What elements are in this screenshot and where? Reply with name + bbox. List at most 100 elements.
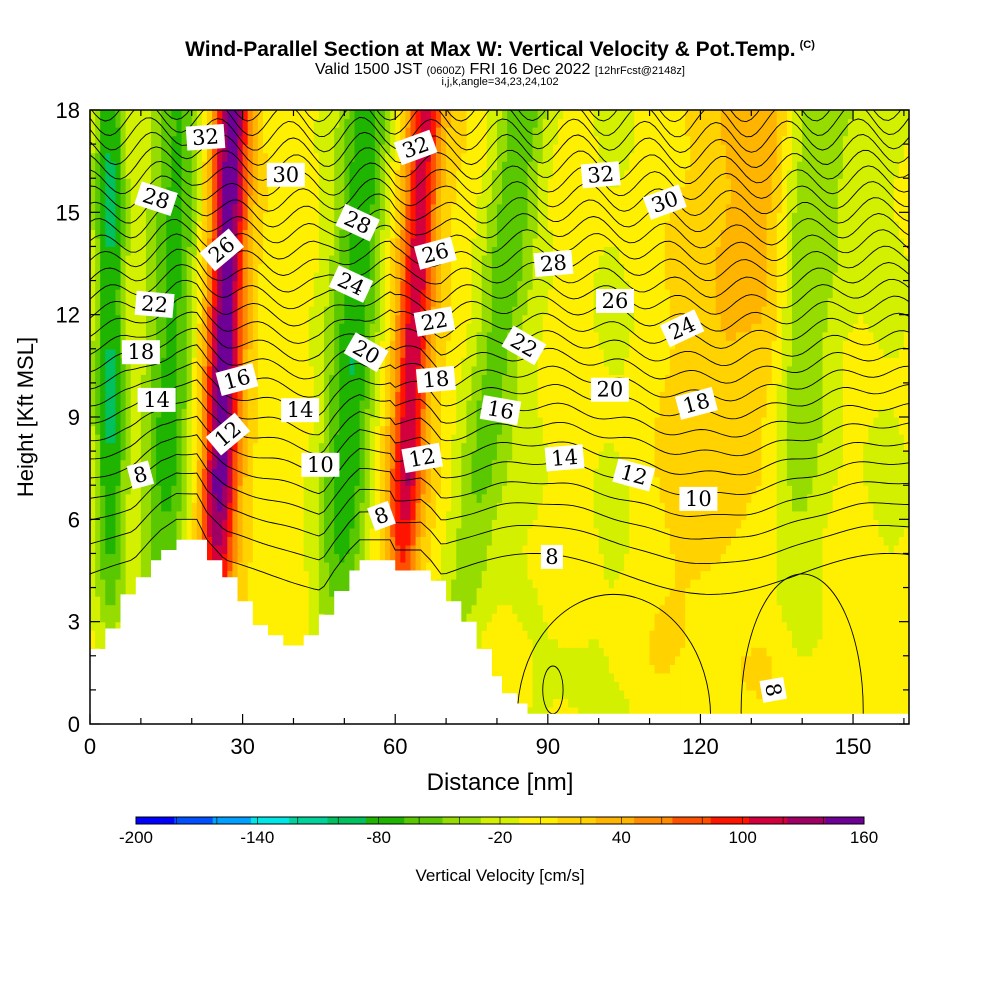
velocity-cell bbox=[278, 630, 284, 640]
velocity-cell bbox=[100, 493, 106, 503]
velocity-cell bbox=[252, 442, 259, 452]
velocity-cell bbox=[90, 613, 96, 623]
velocity-cell bbox=[313, 502, 320, 512]
velocity-cell bbox=[247, 323, 254, 333]
velocity-cell bbox=[237, 357, 244, 367]
velocity-cell bbox=[410, 306, 417, 316]
velocity-cell bbox=[334, 425, 340, 435]
velocity-cell bbox=[278, 229, 284, 239]
velocity-cell bbox=[156, 331, 162, 341]
velocity-cell bbox=[140, 442, 147, 452]
velocity-cell bbox=[100, 613, 106, 623]
velocity-cell bbox=[293, 527, 300, 537]
velocity-cell bbox=[273, 220, 279, 230]
velocity-cell bbox=[222, 391, 228, 401]
velocity-cell bbox=[420, 169, 427, 179]
velocity-cell bbox=[171, 306, 178, 316]
velocity-cell bbox=[100, 519, 106, 529]
velocity-cell bbox=[100, 510, 106, 520]
velocity-cell bbox=[145, 323, 152, 333]
velocity-cell bbox=[318, 442, 325, 452]
velocity-cell bbox=[324, 510, 330, 520]
velocity-cell bbox=[242, 331, 249, 341]
velocity-cell bbox=[90, 604, 96, 614]
velocity-cell bbox=[374, 314, 381, 324]
velocity-cell bbox=[95, 510, 101, 520]
velocity-cell bbox=[115, 604, 122, 614]
velocity-cell bbox=[171, 254, 178, 265]
velocity-cell bbox=[385, 297, 391, 307]
velocity-cell bbox=[115, 382, 122, 393]
velocity-cell bbox=[186, 340, 193, 350]
velocity-cell bbox=[420, 519, 427, 529]
velocity-cell bbox=[130, 434, 137, 444]
velocity-cell bbox=[334, 536, 340, 546]
velocity-cell bbox=[344, 425, 351, 435]
velocity-cell bbox=[196, 527, 203, 537]
velocity-cell bbox=[273, 340, 279, 350]
velocity-cell bbox=[156, 127, 162, 137]
velocity-cell bbox=[237, 536, 244, 546]
velocity-cell bbox=[207, 306, 213, 316]
velocity-cell bbox=[405, 527, 412, 537]
velocity-cell bbox=[232, 229, 239, 239]
velocity-cell bbox=[140, 527, 147, 537]
velocity-cell bbox=[374, 144, 381, 154]
velocity-cell bbox=[262, 127, 269, 137]
velocity-cell bbox=[135, 127, 142, 137]
velocity-cell bbox=[212, 229, 218, 239]
velocity-cell bbox=[405, 502, 412, 512]
velocity-cell bbox=[410, 544, 417, 555]
velocity-cell bbox=[379, 553, 386, 563]
velocity-cell bbox=[283, 434, 289, 444]
velocity-cell bbox=[293, 434, 300, 444]
velocity-cell bbox=[324, 280, 330, 290]
velocity-cell bbox=[313, 161, 320, 171]
velocity-cell bbox=[293, 237, 300, 248]
velocity-cell bbox=[100, 306, 106, 316]
velocity-cell bbox=[242, 391, 249, 401]
velocity-cell bbox=[135, 510, 142, 520]
velocity-cell bbox=[166, 417, 172, 427]
velocity-cell bbox=[298, 527, 305, 537]
velocity-cell bbox=[115, 169, 122, 179]
velocity-cell bbox=[410, 272, 417, 282]
velocity-cell bbox=[166, 442, 172, 452]
velocity-cell bbox=[430, 186, 437, 196]
velocity-cell bbox=[115, 544, 122, 555]
velocity-cell bbox=[273, 408, 279, 418]
velocity-cell bbox=[257, 212, 264, 222]
velocity-cell bbox=[374, 451, 381, 461]
velocity-cell bbox=[364, 152, 371, 162]
velocity-cell bbox=[324, 527, 330, 537]
velocity-cell bbox=[191, 510, 198, 520]
velocity-cell bbox=[298, 195, 305, 205]
velocity-cell bbox=[140, 544, 147, 555]
velocity-cell bbox=[262, 451, 269, 461]
velocity-cell bbox=[293, 272, 300, 282]
velocity-cell bbox=[161, 493, 167, 503]
velocity-cell bbox=[354, 553, 361, 563]
velocity-cell bbox=[329, 374, 335, 384]
velocity-cell bbox=[120, 502, 127, 512]
velocity-cell bbox=[95, 220, 101, 230]
velocity-cell bbox=[95, 638, 101, 648]
velocity-cell bbox=[395, 451, 401, 461]
velocity-cell bbox=[344, 399, 351, 410]
velocity-cell bbox=[201, 152, 208, 162]
velocity-cell bbox=[273, 331, 279, 341]
velocity-cell bbox=[364, 536, 371, 546]
velocity-cell bbox=[171, 502, 178, 512]
velocity-cell bbox=[227, 263, 234, 273]
velocity-cell bbox=[400, 195, 406, 205]
velocity-cell bbox=[288, 110, 295, 120]
velocity-cell bbox=[262, 297, 269, 307]
velocity-cell bbox=[227, 408, 234, 418]
velocity-cell bbox=[222, 110, 228, 120]
velocity-cell bbox=[385, 340, 391, 350]
velocity-cell bbox=[166, 169, 172, 179]
velocity-cell bbox=[232, 544, 239, 555]
velocity-cell bbox=[374, 331, 381, 341]
velocity-cell bbox=[349, 357, 356, 367]
velocity-cell bbox=[318, 203, 325, 213]
